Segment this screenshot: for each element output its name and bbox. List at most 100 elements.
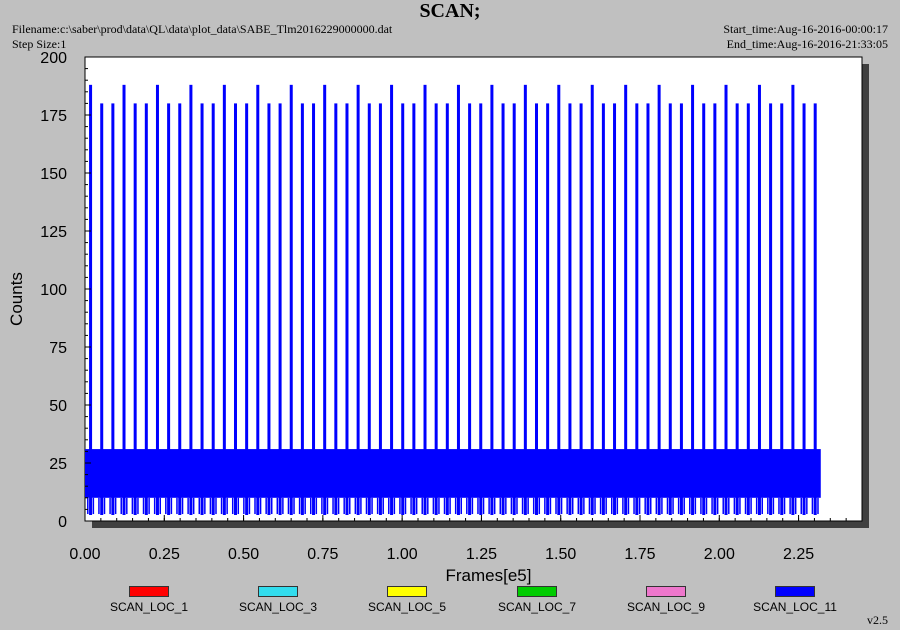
version-label: v2.5 [867, 613, 888, 627]
series-spike [378, 103, 382, 516]
series-spike [334, 103, 338, 516]
series-spike [456, 84, 460, 515]
y-tick-label: 25 [49, 456, 67, 473]
series-spike [791, 84, 795, 515]
series-spike [167, 103, 171, 516]
series-spike [89, 84, 93, 515]
series-spike [557, 84, 561, 515]
series-spike [144, 103, 148, 516]
series-spike [412, 103, 416, 516]
series-spike [735, 103, 739, 516]
series-spike [345, 103, 349, 516]
series-spike [245, 103, 249, 516]
y-axis-label: Counts [7, 272, 26, 326]
series-spike [222, 84, 226, 515]
y-tick-label: 150 [40, 166, 67, 183]
series-spike [155, 84, 159, 515]
x-tick-label: 1.25 [466, 546, 497, 563]
series-spike [624, 84, 628, 515]
series-spike [356, 84, 360, 515]
series-spike [178, 103, 182, 516]
series-spike [100, 103, 104, 516]
series-spike [746, 103, 750, 516]
legend-swatch [129, 586, 169, 597]
x-tick-label: 1.00 [387, 546, 418, 563]
series-spike [267, 103, 271, 516]
series-spike [769, 103, 773, 516]
legend-swatch [517, 586, 557, 597]
series-spike [713, 103, 717, 516]
x-tick-label: 0.75 [307, 546, 338, 563]
series-spike [133, 103, 137, 516]
y-tick-label: 0 [58, 514, 67, 531]
legend-swatch [775, 586, 815, 597]
series-spike [724, 84, 728, 515]
series-spike [757, 84, 761, 515]
series-spike [613, 103, 617, 516]
series-spike [601, 103, 605, 516]
series-spike [546, 103, 550, 516]
legend-label: SCAN_LOC_5 [367, 600, 447, 614]
series-spike [189, 84, 193, 515]
series-spike [423, 84, 427, 515]
legend-label: SCAN_LOC_7 [497, 600, 577, 614]
series-spike [780, 103, 784, 516]
series-spike [390, 84, 394, 515]
y-tick-label: 75 [49, 340, 67, 357]
series-spike [445, 103, 449, 516]
x-tick-label: 0.25 [149, 546, 180, 563]
y-tick-label: 100 [40, 282, 67, 299]
y-tick-label: 200 [40, 50, 67, 67]
series-spike [468, 103, 472, 516]
series-spike [200, 103, 204, 516]
series-spike [233, 103, 237, 516]
end-time-label: End_time:Aug-16-2016-21:33:05 [726, 37, 888, 51]
legend-item: SCAN_LOC_7 [477, 586, 597, 614]
legend-item: SCAN_LOC_5 [347, 586, 467, 614]
series-spike [300, 103, 304, 516]
series-spike [479, 103, 483, 516]
legend-label: SCAN_LOC_11 [753, 600, 837, 614]
x-axis-label: Frames[e5] [446, 566, 532, 585]
series-spike [367, 103, 371, 516]
legend-swatch [646, 586, 686, 597]
series-spike [512, 103, 516, 516]
legend-swatch [387, 586, 427, 597]
x-tick-label: 1.50 [545, 546, 576, 563]
start-time-label: Start_time:Aug-16-2016-00:00:17 [723, 22, 888, 36]
legend-item: SCAN_LOC_9 [606, 586, 726, 614]
series-spike [635, 103, 639, 516]
series-spike [122, 84, 126, 515]
series-spike [702, 103, 706, 516]
legend-item: SCAN_LOC_11 [735, 586, 855, 614]
series-spike [668, 103, 672, 516]
series-spike [579, 103, 583, 516]
series-spike [523, 84, 527, 515]
series-spike [312, 103, 316, 516]
series-spike [256, 84, 260, 515]
x-tick-label: 0.00 [69, 546, 100, 563]
series-spike [679, 103, 683, 516]
legend-item: SCAN_LOC_3 [218, 586, 338, 614]
series-spike [501, 103, 505, 516]
y-tick-label: 125 [40, 224, 67, 241]
series-spike [646, 103, 650, 516]
legend-label: SCAN_LOC_3 [238, 600, 318, 614]
series-spike [278, 103, 282, 516]
y-tick-label: 50 [49, 398, 67, 415]
filename-label: Filename:c:\saber\prod\data\QL\data\plot… [12, 22, 393, 36]
x-tick-label: 0.50 [228, 546, 259, 563]
series-spike [111, 103, 115, 516]
y-tick-label: 175 [40, 108, 67, 125]
series-spike [657, 84, 661, 515]
series-spike [691, 84, 695, 515]
legend-item: SCAN_LOC_1 [89, 586, 209, 614]
legend-label: SCAN_LOC_9 [626, 600, 706, 614]
series-spike [813, 103, 817, 516]
series-spike [534, 103, 538, 516]
legend-label: SCAN_LOC_1 [109, 600, 189, 614]
series-spike [490, 84, 494, 515]
x-tick-label: 1.75 [624, 546, 655, 563]
series-spike [211, 103, 215, 516]
